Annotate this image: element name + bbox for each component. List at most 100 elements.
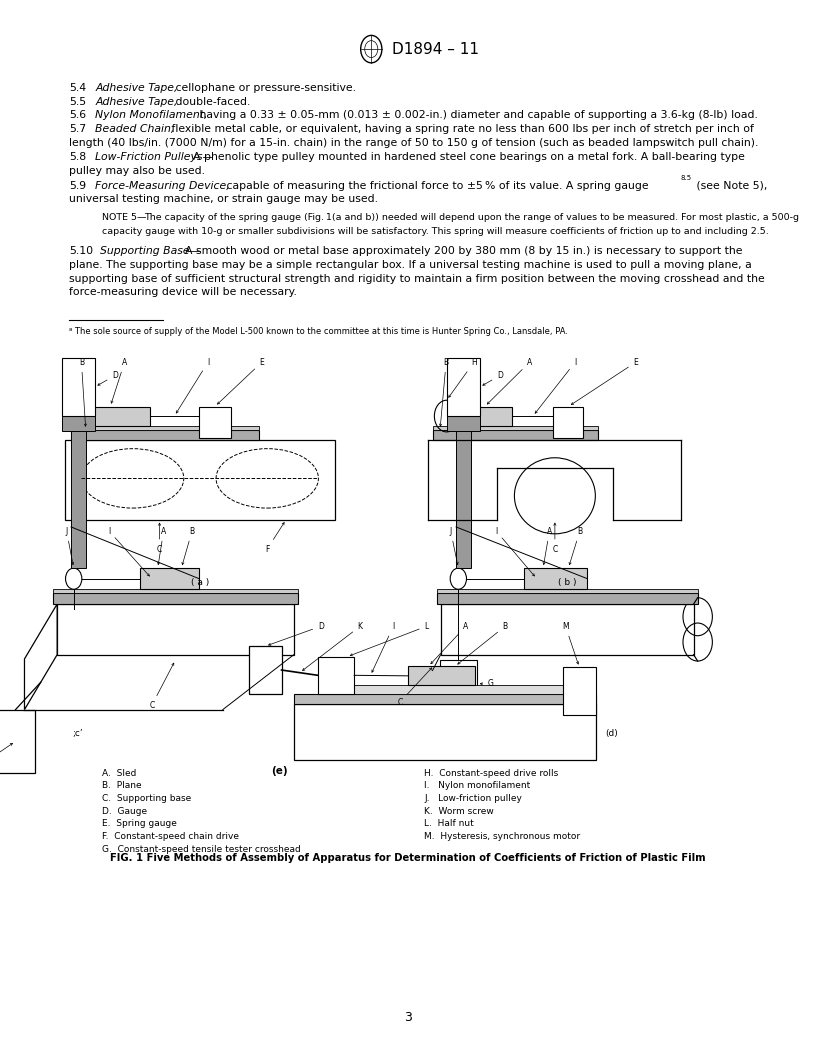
Text: ⁸ The sole source of supply of the Model L-500 known to the committee at this ti: ⁸ The sole source of supply of the Model… (69, 327, 569, 337)
Text: (d): (d) (605, 729, 619, 738)
Text: F.  Constant-speed chain drive: F. Constant-speed chain drive (102, 832, 239, 842)
Text: I: I (108, 527, 149, 576)
Text: C: C (157, 523, 162, 553)
Bar (433, 430, 598, 440)
Text: H.  Constant-speed drive rolls: H. Constant-speed drive rolls (424, 769, 559, 778)
Text: (e): (e) (271, 766, 287, 775)
Bar (71, 430, 259, 440)
Text: force-measuring device will be necessary.: force-measuring device will be necessary… (69, 287, 297, 297)
Text: C: C (149, 663, 174, 710)
Bar (318, 657, 354, 694)
Bar (563, 667, 596, 715)
Text: B: B (79, 358, 86, 427)
Text: D: D (268, 622, 324, 645)
Bar (0, 710, 35, 773)
Text: ( b ): ( b ) (558, 578, 576, 587)
Text: J: J (65, 527, 73, 565)
Text: cellophane or pressure-sensitive.: cellophane or pressure-sensitive. (172, 82, 356, 93)
Text: FIG. 1 Five Methods of Assembly of Apparatus for Determination of Coefficients o: FIG. 1 Five Methods of Assembly of Appar… (110, 853, 706, 863)
Text: (see Note 5),: (see Note 5), (693, 181, 767, 190)
Text: L: L (350, 622, 428, 656)
Text: Force-Measuring Device,: Force-Measuring Device, (95, 181, 230, 190)
Bar (140, 568, 199, 589)
Text: capable of measuring the frictional force to ±5 % of its value. A spring gauge: capable of measuring the frictional forc… (223, 181, 649, 190)
Bar (199, 407, 231, 438)
Text: 5.9: 5.9 (69, 181, 86, 190)
Text: universal testing machine, or strain gauge may be used.: universal testing machine, or strain gau… (69, 194, 379, 204)
Text: I: I (535, 358, 576, 413)
Bar (65, 440, 335, 520)
Text: A: A (431, 622, 468, 664)
Bar (437, 593, 698, 604)
Bar (409, 666, 475, 685)
Text: 8.5: 8.5 (681, 175, 692, 182)
Text: Adhesive Tape,: Adhesive Tape, (95, 97, 178, 107)
Text: C: C (552, 523, 557, 553)
Text: I.   Nylon monofilament: I. Nylon monofilament (424, 781, 530, 791)
Text: A: A (487, 358, 532, 404)
Text: K.  Worm screw: K. Worm screw (424, 807, 494, 816)
Text: A smooth wood or metal base approximately 200 by 380 mm (8 by 15 in.) is necessa: A smooth wood or metal base approximatel… (185, 246, 743, 256)
Text: supporting base of sufficient structural strength and rigidity to maintain a fir: supporting base of sufficient structural… (69, 274, 765, 283)
Text: 3: 3 (404, 1012, 412, 1024)
Text: I: I (176, 358, 209, 413)
Text: double-faced.: double-faced. (172, 97, 251, 107)
Bar (53, 589, 298, 593)
Text: Nylon Monofilament,: Nylon Monofilament, (95, 111, 208, 120)
Text: NOTE 5—: NOTE 5— (102, 213, 147, 223)
Text: Beaded Chain,: Beaded Chain, (95, 125, 175, 134)
Bar (447, 358, 480, 416)
Text: D: D (98, 371, 118, 385)
Text: A: A (111, 358, 127, 403)
Bar (440, 660, 477, 708)
Text: H: H (449, 358, 477, 397)
Text: ;c’: ;c’ (72, 729, 83, 738)
Text: plane. The supporting base may be a simple rectangular box. If a universal testi: plane. The supporting base may be a simp… (69, 260, 752, 269)
Text: flexible metal cable, or equivalent, having a spring rate no less than 600 lbs p: flexible metal cable, or equivalent, hav… (168, 125, 754, 134)
Text: D.  Gauge: D. Gauge (102, 807, 147, 816)
Bar (71, 426, 259, 430)
Polygon shape (24, 604, 57, 710)
Text: B: B (440, 358, 449, 427)
Bar (324, 685, 565, 694)
Text: G: G (481, 679, 494, 689)
Text: J.   Low-friction pulley: J. Low-friction pulley (424, 794, 522, 804)
Text: 5.4: 5.4 (69, 82, 86, 93)
Text: D1894 – 11: D1894 – 11 (392, 41, 479, 57)
Text: M: M (562, 622, 579, 664)
Text: G: G (0, 743, 12, 765)
Text: C: C (397, 667, 432, 706)
Text: Supporting Base—: Supporting Base— (100, 246, 201, 256)
Text: A.  Sled: A. Sled (102, 769, 136, 778)
Text: K: K (303, 622, 362, 671)
Text: I: I (372, 622, 394, 673)
Text: ( a ): ( a ) (191, 578, 209, 587)
Text: F: F (265, 523, 284, 553)
Text: D: D (483, 371, 503, 385)
Bar (524, 568, 588, 589)
Bar (62, 416, 95, 431)
Text: I: I (495, 527, 534, 576)
Bar (62, 358, 95, 416)
Text: G.  Constant-speed tensile tester crosshead: G. Constant-speed tensile tester crosshe… (102, 845, 301, 854)
Bar (53, 593, 298, 604)
Text: 5.7: 5.7 (69, 125, 86, 134)
Text: L.  Half nut: L. Half nut (424, 819, 474, 829)
Text: 5.6: 5.6 (69, 111, 86, 120)
Bar (294, 704, 596, 760)
Text: B: B (569, 527, 583, 565)
Bar (447, 416, 480, 431)
Text: A phenolic type pulley mounted in hardened steel cone bearings on a metal fork. : A phenolic type pulley mounted in harden… (193, 152, 745, 162)
Text: having a 0.33 ± 0.05-mm (0.013 ± 0.002-in.) diameter and capable of supporting a: having a 0.33 ± 0.05-mm (0.013 ± 0.002-i… (196, 111, 758, 120)
Text: 5.8: 5.8 (69, 152, 86, 162)
Text: A: A (157, 527, 166, 565)
Text: A: A (543, 527, 552, 565)
Text: B.  Plane: B. Plane (102, 781, 142, 791)
Text: 5.10: 5.10 (69, 246, 94, 256)
Text: E.  Spring gauge: E. Spring gauge (102, 819, 177, 829)
Text: The capacity of the spring gauge (Fig. 1(​a​ and ​b​)) needed will depend upon t: The capacity of the spring gauge (Fig. 1… (144, 213, 800, 223)
Bar (437, 589, 698, 593)
Bar (93, 407, 150, 426)
Text: 5.5: 5.5 (69, 97, 86, 107)
Bar (441, 604, 694, 655)
